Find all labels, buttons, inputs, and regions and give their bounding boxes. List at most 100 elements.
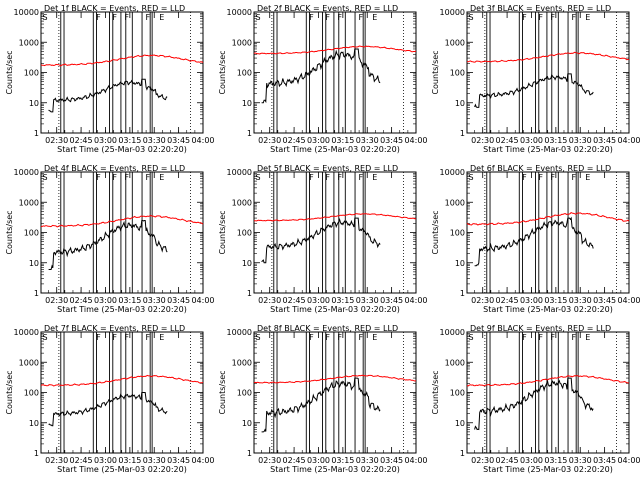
- lld-series-line: [253, 45, 417, 55]
- x-tick-label: 02:45: [70, 296, 93, 305]
- flag-marker-label: F: [145, 333, 150, 342]
- detector-panel: Det 8f BLACK = Events, RED = LLD 1 10 100 10…: [218, 324, 428, 474]
- x-tick-label: 04:00: [191, 136, 214, 145]
- y-tick-label: 10000: [440, 8, 465, 17]
- events-series-line: [261, 48, 381, 104]
- flag-marker-label: F: [309, 333, 314, 342]
- plot-frame: [40, 171, 204, 294]
- x-tick-label: 03:45: [167, 296, 190, 305]
- panel-title: Det 5f BLACK = Events, RED = LLD: [257, 164, 398, 173]
- lld-series-line: [466, 374, 630, 387]
- panel-title: Det 3f BLACK = Events, RED = LLD: [470, 4, 611, 13]
- x-tick-label: 03:15: [544, 296, 567, 305]
- flag-marker-label: F: [571, 173, 576, 182]
- events-series-line: [474, 73, 594, 108]
- flag-marker-label: F: [358, 333, 363, 342]
- x-tick-label: 03:15: [118, 136, 141, 145]
- x-axis-label: Start Time (25-Mar-03 02:20:20): [270, 145, 400, 154]
- flag-marker-label: F: [522, 333, 527, 342]
- y-tick-label: 1000: [19, 198, 39, 207]
- x-tick-label: 02:30: [471, 296, 494, 305]
- y-tick-label: 1000: [232, 38, 252, 47]
- y-tick-label: 10000: [14, 168, 39, 177]
- flag-marker-label: E: [585, 333, 590, 342]
- x-tick-label: 03:45: [380, 456, 403, 465]
- x-tick-label: 04:00: [617, 296, 640, 305]
- flag-marker-label: E: [372, 333, 377, 342]
- flag-marker-label: E: [372, 13, 377, 22]
- x-tick-label: 04:00: [404, 136, 427, 145]
- x-tick-label: 03:30: [143, 296, 166, 305]
- x-tick-label: 02:30: [471, 136, 494, 145]
- y-axis-label: Counts/sec: [431, 370, 440, 414]
- events-series-line: [261, 377, 381, 433]
- detector-panel: Det 6f BLACK = Events, RED = LLD 1 10 100 10…: [431, 164, 640, 314]
- x-tick-label: 03:15: [118, 456, 141, 465]
- x-tick-label: 02:30: [45, 456, 68, 465]
- y-axis-label: Counts/sec: [5, 210, 14, 254]
- flag-marker-label: F: [325, 13, 330, 22]
- x-tick-label: 03:15: [544, 456, 567, 465]
- y-tick-label: 1: [247, 449, 252, 458]
- x-tick-label: 03:00: [307, 136, 330, 145]
- x-axis-label: Start Time (25-Mar-03 02:20:20): [57, 465, 187, 474]
- x-tick-label: 03:00: [94, 456, 117, 465]
- y-axis-label: Counts/sec: [218, 210, 227, 254]
- y-tick-label: 10: [29, 419, 39, 428]
- x-tick-label: 03:30: [143, 456, 166, 465]
- x-axis-label: Start Time (25-Mar-03 02:20:20): [57, 145, 187, 154]
- x-tick-label: 02:45: [283, 456, 306, 465]
- y-tick-label: 1000: [445, 198, 465, 207]
- flag-marker-label: S: [255, 333, 260, 342]
- x-tick-label: 03:30: [356, 456, 379, 465]
- x-tick-label: 02:30: [45, 136, 68, 145]
- flag-marker-label: F: [325, 173, 330, 182]
- flag-marker-label: F: [571, 13, 576, 22]
- x-tick-label: 02:30: [258, 456, 281, 465]
- x-tick-label: 03:00: [94, 296, 117, 305]
- x-tick-label: 03:00: [307, 296, 330, 305]
- flag-marker-label: F: [309, 13, 314, 22]
- x-tick-label: 04:00: [404, 456, 427, 465]
- x-tick-label: 03:00: [520, 456, 543, 465]
- x-tick-label: 02:45: [496, 296, 519, 305]
- y-tick-label: 10000: [227, 8, 252, 17]
- x-tick-label: 03:00: [94, 136, 117, 145]
- y-tick-label: 100: [237, 389, 252, 398]
- y-tick-label: 100: [450, 389, 465, 398]
- x-tick-label: 03:15: [544, 136, 567, 145]
- lld-series-line: [253, 374, 417, 384]
- x-axis-label: Start Time (25-Mar-03 02:20:20): [483, 305, 613, 314]
- x-tick-label: 03:45: [593, 136, 616, 145]
- y-tick-label: 10: [29, 259, 39, 268]
- flag-marker-label: S: [255, 173, 260, 182]
- lld-series-line: [40, 54, 204, 67]
- flag-marker-label: F: [112, 173, 117, 182]
- y-tick-label: 1000: [19, 358, 39, 367]
- flag-marker-label: F: [522, 13, 527, 22]
- x-tick-label: 02:45: [496, 136, 519, 145]
- x-tick-label: 03:45: [593, 296, 616, 305]
- y-tick-label: 1: [460, 129, 465, 138]
- y-tick-label: 10: [455, 99, 465, 108]
- y-tick-label: 10000: [227, 168, 252, 177]
- flag-marker-label: S: [255, 13, 260, 22]
- flag-marker-label: F: [358, 173, 363, 182]
- plot-frame: [253, 331, 417, 454]
- flag-marker-label: F: [124, 333, 129, 342]
- y-tick-label: 1: [460, 449, 465, 458]
- y-tick-label: 10000: [440, 168, 465, 177]
- flag-marker-label: F: [96, 13, 101, 22]
- x-tick-label: 02:30: [471, 456, 494, 465]
- detector-panel: Det 5f BLACK = Events, RED = LLD 1 10 100 10…: [218, 164, 428, 314]
- x-tick-label: 03:30: [569, 136, 592, 145]
- flag-marker-label: F: [522, 173, 527, 182]
- x-tick-label: 03:45: [380, 136, 403, 145]
- flag-marker-label: F: [337, 333, 342, 342]
- y-axis-label: Counts/sec: [431, 50, 440, 94]
- plot-frame: [253, 11, 417, 134]
- events-series-line: [48, 220, 168, 270]
- y-tick-label: 1: [247, 289, 252, 298]
- y-tick-label: 100: [24, 69, 39, 78]
- flag-marker-label: F: [538, 333, 543, 342]
